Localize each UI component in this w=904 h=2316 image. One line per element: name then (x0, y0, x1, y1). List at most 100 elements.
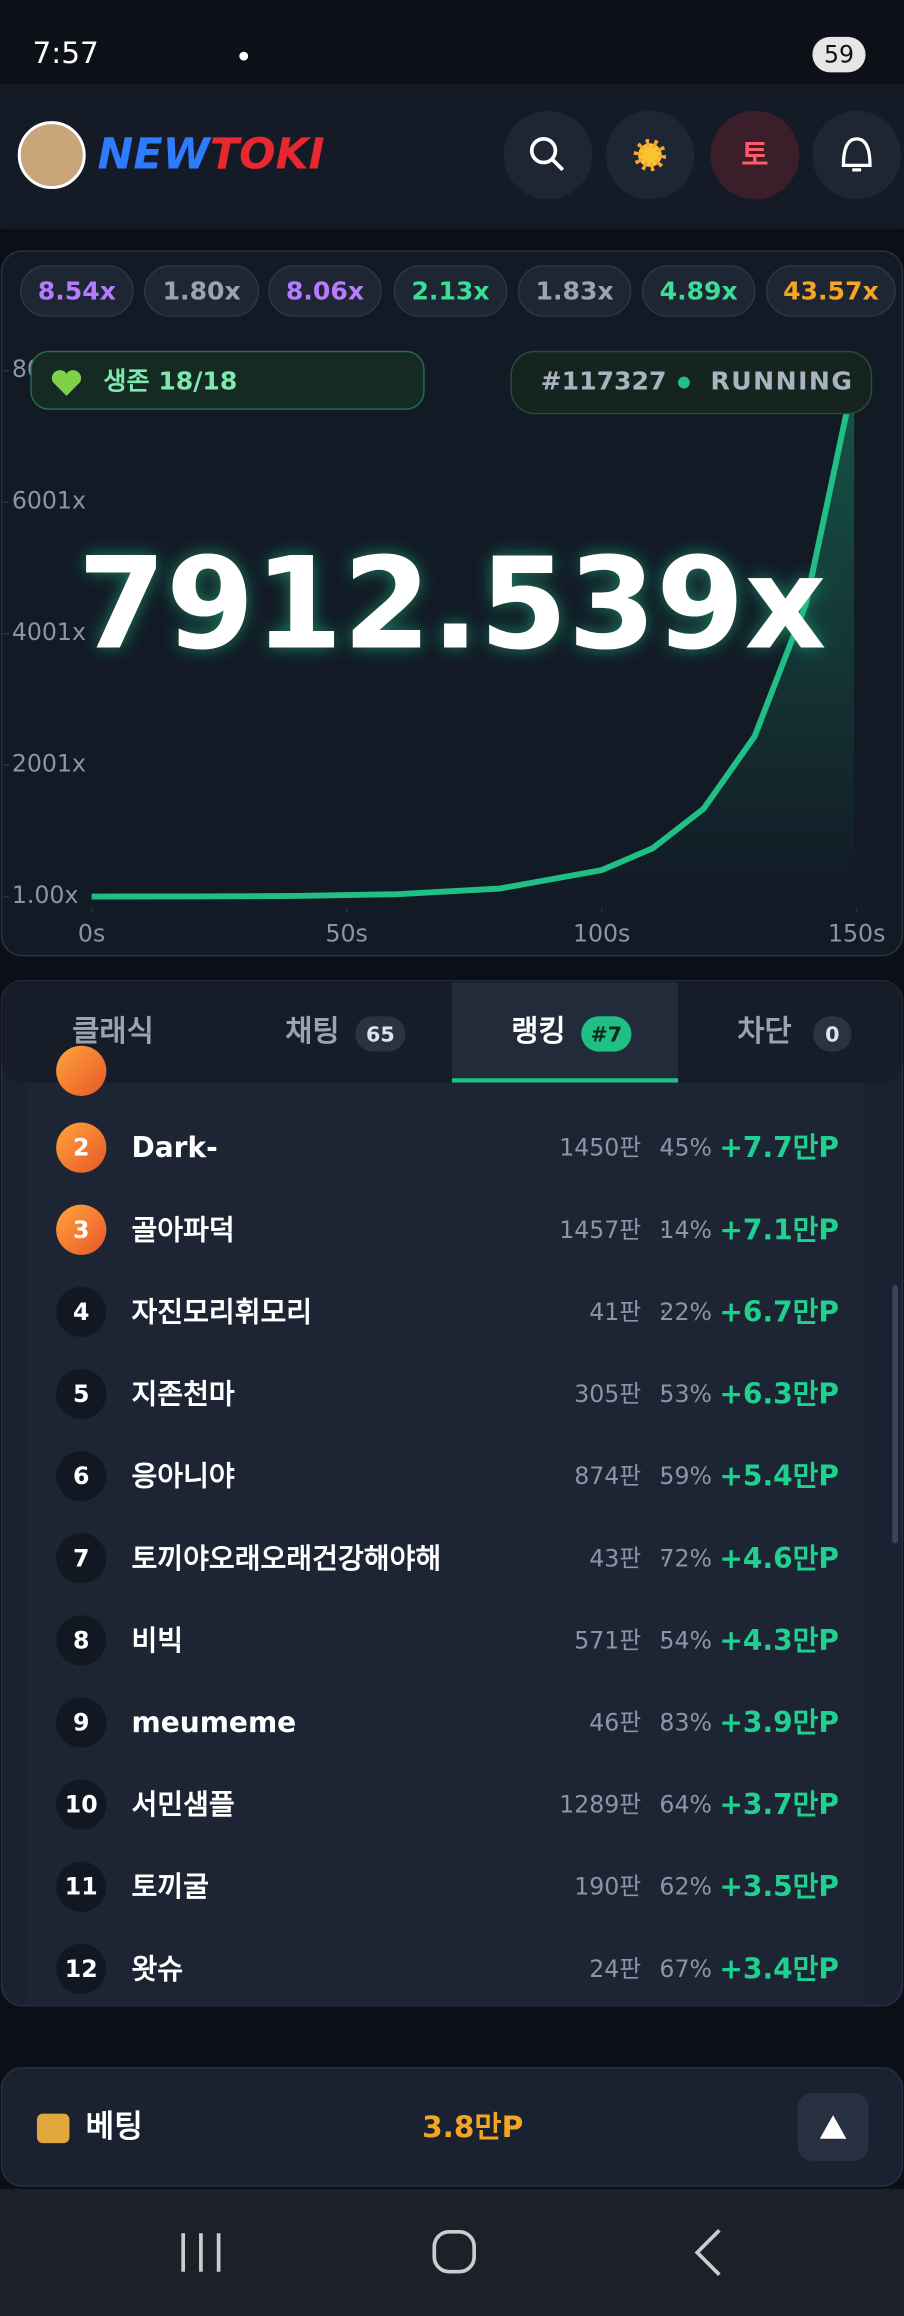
rank-number: 4 (73, 1298, 89, 1326)
language-label: 토 (741, 138, 768, 172)
home-button[interactable] (432, 2229, 477, 2274)
bet-label: 베팅 (86, 2109, 143, 2145)
rank-circle (56, 1943, 107, 1995)
player-name[interactable]: 토끼야오래오래건강해야해 (131, 1542, 441, 1575)
rank-circle (56, 1861, 107, 1912)
profit: +3.5만P (719, 1870, 839, 1903)
separator: · (659, 1955, 667, 1983)
games-played: 1457판 (559, 1216, 641, 1244)
multiplier-pill[interactable] (393, 265, 508, 317)
game-panel (0, 250, 904, 957)
search-icon (551, 158, 565, 172)
back-button[interactable] (694, 2229, 721, 2276)
multiplier-text: 8.54x (38, 276, 116, 305)
multiplier-curve (91, 376, 858, 900)
rank-number: 6 (73, 1462, 89, 1490)
tab-badge-text: 0 (825, 1022, 839, 1046)
player-name[interactable]: 토끼굴 (131, 1870, 208, 1903)
x-tick-label: 100s (573, 919, 630, 947)
heart-icon (51, 370, 82, 396)
profit: +6.3만P (719, 1378, 839, 1411)
tab-badge (355, 1016, 406, 1052)
player-name[interactable]: 응아니야 (131, 1460, 234, 1493)
multiplier-pill[interactable] (641, 265, 756, 317)
rank-circle (56, 1615, 107, 1666)
profit: +7.7만P (719, 1131, 839, 1164)
multiplier-pill[interactable] (517, 265, 632, 317)
tab-label[interactable]: 랭킹 (511, 1014, 565, 1048)
player-name[interactable]: Dark- (131, 1131, 217, 1164)
recents-button[interactable] (181, 2233, 221, 2272)
player-name[interactable]: 지존천마 (131, 1378, 234, 1411)
expand-icon (819, 2115, 847, 2139)
survivor-box (30, 350, 425, 410)
rank-circle (56, 1122, 107, 1173)
games-played: 1450판 (559, 1134, 641, 1162)
active-tab[interactable] (452, 982, 678, 1083)
logo-avatar[interactable] (17, 121, 86, 190)
win-rate: 59% (659, 1462, 712, 1490)
player-name[interactable]: 서민샘플 (131, 1788, 234, 1821)
games-played: 24판 (589, 1955, 641, 1983)
profit: +3.9만P (719, 1706, 839, 1739)
multiplier-pill[interactable] (765, 265, 896, 317)
current-multiplier: 7912.539x (78, 530, 827, 678)
rank-number: 12 (65, 1955, 98, 1983)
win-rate: 72% (659, 1544, 712, 1572)
games-played: 305판 (574, 1380, 641, 1408)
player-name[interactable]: 골아파덕 (131, 1213, 234, 1246)
games-played: 190판 (574, 1873, 641, 1901)
y-tick-label: 1.00x (12, 881, 79, 909)
tab-label[interactable]: 클래식 (72, 1014, 154, 1048)
rank-circle (56, 1533, 107, 1584)
ranking-list (26, 1082, 866, 2006)
rank-number: 8 (73, 1626, 89, 1654)
profit: +3.7만P (719, 1788, 839, 1821)
player-name[interactable]: 비빅 (131, 1624, 183, 1657)
notification-button[interactable] (812, 110, 902, 200)
separator: · (659, 1216, 667, 1244)
round-id: #117327 (541, 367, 667, 396)
rank-number: 5 (73, 1380, 89, 1408)
clock: 7:57 (33, 36, 99, 70)
tab-label[interactable]: 채팅 (285, 1014, 339, 1048)
games-played: 571판 (574, 1626, 641, 1654)
tab-label[interactable]: 차단 (737, 1014, 791, 1048)
search-icon (529, 136, 558, 165)
separator: · (659, 1462, 667, 1490)
logo-new: NEW (98, 129, 212, 179)
rank-number: 11 (65, 1873, 98, 1901)
profit: +5.4만P (719, 1460, 839, 1493)
profit: +7.1만P (719, 1213, 839, 1246)
games-played: 41판 (589, 1298, 641, 1326)
multiplier-pill[interactable] (144, 265, 260, 317)
separator: · (659, 1626, 667, 1654)
player-name[interactable]: 왓슈 (131, 1952, 183, 1985)
win-rate: 45% (659, 1134, 712, 1162)
x-tick-label: 0s (78, 919, 105, 947)
search-button[interactable] (503, 110, 593, 200)
rank-number: 7 (73, 1544, 89, 1572)
player-name[interactable]: 자진모리휘모리 (131, 1295, 312, 1328)
scrollbar (892, 1285, 899, 1544)
profit: +4.3만P (719, 1624, 839, 1657)
language-button[interactable] (710, 110, 800, 200)
profit: +6.7만P (719, 1295, 839, 1328)
bell-icon (841, 137, 872, 172)
multiplier-pill[interactable] (268, 265, 382, 317)
multiplier-pill[interactable] (19, 265, 134, 317)
multiplier-text: 8.06x (286, 276, 364, 305)
status-dot (677, 376, 690, 389)
rank-circle (56, 1697, 107, 1748)
win-rate: 62% (659, 1873, 712, 1901)
logo[interactable]: NEWTOKI (98, 129, 325, 179)
rank-circle (56, 1779, 107, 1830)
nav-bar (0, 2188, 904, 2316)
bet-bar (0, 2067, 904, 2187)
multiplier-text: 1.80x (163, 276, 241, 305)
y-tick-label: 6001x (12, 487, 86, 515)
player-name[interactable]: meumeme (131, 1706, 296, 1739)
rank-circle (56, 1204, 107, 1255)
win-rate: 53% (659, 1380, 712, 1408)
win-rate: 64% (659, 1791, 712, 1819)
